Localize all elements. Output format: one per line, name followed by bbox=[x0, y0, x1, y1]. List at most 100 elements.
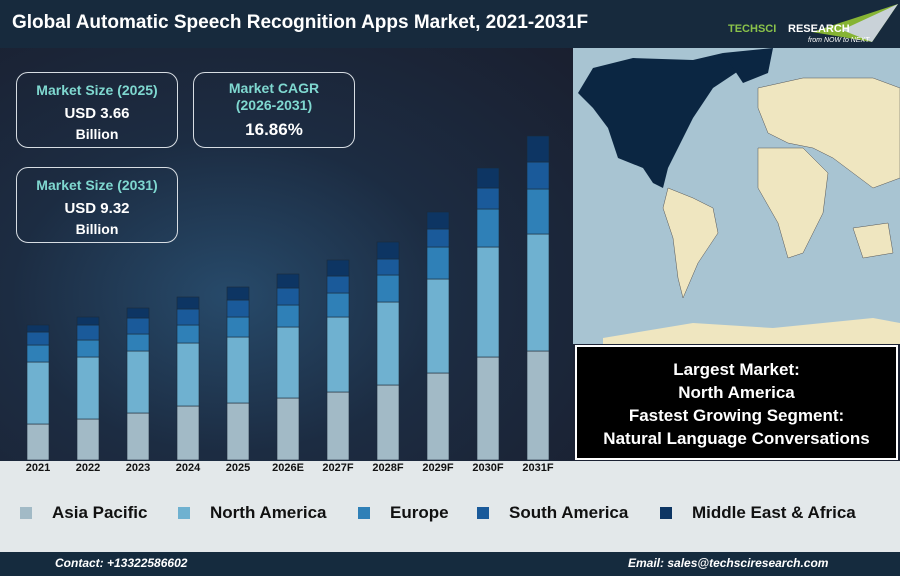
bar-segment-south-america-2028F bbox=[376, 258, 400, 276]
legend-swatch bbox=[358, 507, 370, 519]
footer: Contact: +13322586602 Email: sales@techs… bbox=[0, 552, 900, 576]
bar-segment-asia-pacific-2023 bbox=[126, 412, 150, 461]
fastest-segment-label: Fastest Growing Segment: bbox=[628, 406, 845, 425]
bar-segment-asia-pacific-2031F bbox=[526, 350, 550, 461]
bar-segment-north-america-2022 bbox=[76, 356, 100, 420]
legend-label: Middle East & Africa bbox=[692, 503, 856, 522]
bar-segment-south-america-2025 bbox=[226, 299, 250, 318]
x-tick-label: 2023 bbox=[125, 462, 151, 474]
bar-segment-south-america-2030F bbox=[476, 187, 500, 210]
x-tick-label: 2031F bbox=[522, 462, 554, 474]
bar-segment-middle-east-africa-2030F bbox=[476, 167, 500, 189]
legend-label: North America bbox=[210, 503, 327, 522]
page-title: Global Automatic Speech Recognition Apps… bbox=[12, 12, 589, 33]
bar-segment-south-america-2029F bbox=[426, 228, 450, 248]
bar-segment-asia-pacific-2022 bbox=[76, 418, 100, 461]
fastest-segment-value: Natural Language Conversations bbox=[603, 429, 870, 448]
bar-segment-asia-pacific-2029F bbox=[426, 372, 450, 461]
bar-segment-south-america-2026E bbox=[276, 287, 300, 306]
bar-segment-europe-2021 bbox=[26, 344, 50, 363]
card-value: 16.86% bbox=[245, 120, 303, 139]
greenland-shape bbox=[723, 48, 773, 83]
world-map bbox=[573, 48, 900, 344]
bar-segment-south-america-2027F bbox=[326, 275, 350, 294]
bar-segment-middle-east-africa-2022 bbox=[76, 316, 100, 326]
bar-segment-asia-pacific-2028F bbox=[376, 384, 400, 461]
bar-segment-europe-2031F bbox=[526, 188, 550, 235]
bar-segment-north-america-2030F bbox=[476, 246, 500, 358]
legend-item: Asia Pacific bbox=[20, 503, 147, 523]
bar-segment-asia-pacific-2024 bbox=[176, 405, 200, 461]
legend-item: South America bbox=[477, 503, 628, 523]
bar-segment-north-america-2026E bbox=[276, 326, 300, 399]
market-size-2025-card: Market Size (2025) USD 3.66 Billion bbox=[16, 72, 178, 148]
bar-segment-middle-east-africa-2025 bbox=[226, 286, 250, 301]
card-unit: Billion bbox=[75, 126, 119, 142]
bar-segment-south-america-2024 bbox=[176, 308, 200, 326]
x-tick-label: 2024 bbox=[175, 462, 201, 474]
stacked-bar-chart bbox=[26, 135, 550, 461]
largest-market-label: Largest Market: bbox=[673, 360, 800, 379]
x-tick-label: 2030F bbox=[472, 462, 504, 474]
bar-segment-north-america-2028F bbox=[376, 301, 400, 386]
bar-segment-middle-east-africa-2026E bbox=[276, 273, 300, 289]
legend bbox=[0, 461, 900, 552]
x-tick-label: 2025 bbox=[225, 462, 251, 474]
x-tick-label: 2028F bbox=[372, 462, 404, 474]
bar-segment-south-america-2021 bbox=[26, 331, 50, 346]
bar-segment-middle-east-africa-2023 bbox=[126, 307, 150, 319]
bar-segment-asia-pacific-2025 bbox=[226, 402, 250, 461]
bar-segment-middle-east-africa-2029F bbox=[426, 211, 450, 230]
bar-segment-asia-pacific-2026E bbox=[276, 397, 300, 461]
x-tick-label: 2022 bbox=[75, 462, 101, 474]
bar-segment-south-america-2022 bbox=[76, 324, 100, 341]
largest-market-value: North America bbox=[678, 383, 795, 402]
techsci-logo: TECHSCI RESEARCH from NOW to NEXT bbox=[728, 4, 898, 44]
bar-segment-europe-2028F bbox=[376, 274, 400, 303]
card-label: Market Size (2025) bbox=[36, 82, 158, 98]
bar-segment-europe-2030F bbox=[476, 208, 500, 248]
bar-segment-asia-pacific-2030F bbox=[476, 356, 500, 461]
bar-segment-north-america-2025 bbox=[226, 336, 250, 404]
x-tick-label: 2027F bbox=[322, 462, 354, 474]
bar-segment-north-america-2029F bbox=[426, 278, 450, 374]
bar-segment-north-america-2021 bbox=[26, 361, 50, 425]
x-tick-label: 2021 bbox=[25, 462, 51, 474]
bar-segment-europe-2023 bbox=[126, 333, 150, 352]
legend-label: South America bbox=[509, 503, 629, 522]
bar-segment-europe-2024 bbox=[176, 324, 200, 344]
legend-swatch bbox=[660, 507, 672, 519]
legend-item: Middle East & Africa bbox=[660, 503, 856, 523]
bar-segment-europe-2022 bbox=[76, 339, 100, 358]
bar-segment-asia-pacific-2021 bbox=[26, 423, 50, 461]
bar-segment-middle-east-africa-2031F bbox=[526, 135, 550, 163]
card-unit: Billion bbox=[75, 221, 119, 237]
bar-segment-asia-pacific-2027F bbox=[326, 391, 350, 461]
contact-phone: Contact: +13322586602 bbox=[55, 556, 188, 570]
bar-segment-north-america-2024 bbox=[176, 342, 200, 407]
legend-item: North America bbox=[178, 503, 327, 523]
bar-segment-middle-east-africa-2028F bbox=[376, 241, 400, 260]
legend-label: Europe bbox=[390, 503, 449, 522]
bar-segment-south-america-2031F bbox=[526, 161, 550, 190]
x-tick-label: 2029F bbox=[422, 462, 454, 474]
bar-segment-north-america-2031F bbox=[526, 233, 550, 352]
market-cagr-card: Market CAGR (2026-2031) 16.86% bbox=[193, 72, 355, 148]
svg-text:TECHSCI: TECHSCI bbox=[728, 23, 776, 35]
legend-swatch bbox=[178, 507, 190, 519]
bar-segment-middle-east-africa-2027F bbox=[326, 259, 350, 277]
svg-text:from NOW to NEXT: from NOW to NEXT bbox=[808, 37, 870, 44]
x-tick-label: 2026E bbox=[272, 462, 304, 474]
legend-label: Asia Pacific bbox=[52, 503, 148, 522]
card-label: Market Size (2031) bbox=[36, 177, 158, 193]
legend-item: Europe bbox=[358, 503, 449, 523]
card-value: USD 9.32 bbox=[64, 200, 130, 217]
header: Global Automatic Speech Recognition Apps… bbox=[0, 0, 900, 48]
bar-segment-north-america-2023 bbox=[126, 350, 150, 414]
bar-segment-middle-east-africa-2024 bbox=[176, 296, 200, 310]
bar-segment-south-america-2023 bbox=[126, 317, 150, 335]
bar-segment-europe-2026E bbox=[276, 304, 300, 328]
contact-email: Email: sales@techsciresearch.com bbox=[628, 556, 829, 570]
legend-swatch bbox=[477, 507, 489, 519]
card-label: Market CAGR (2026-2031) bbox=[228, 80, 320, 113]
